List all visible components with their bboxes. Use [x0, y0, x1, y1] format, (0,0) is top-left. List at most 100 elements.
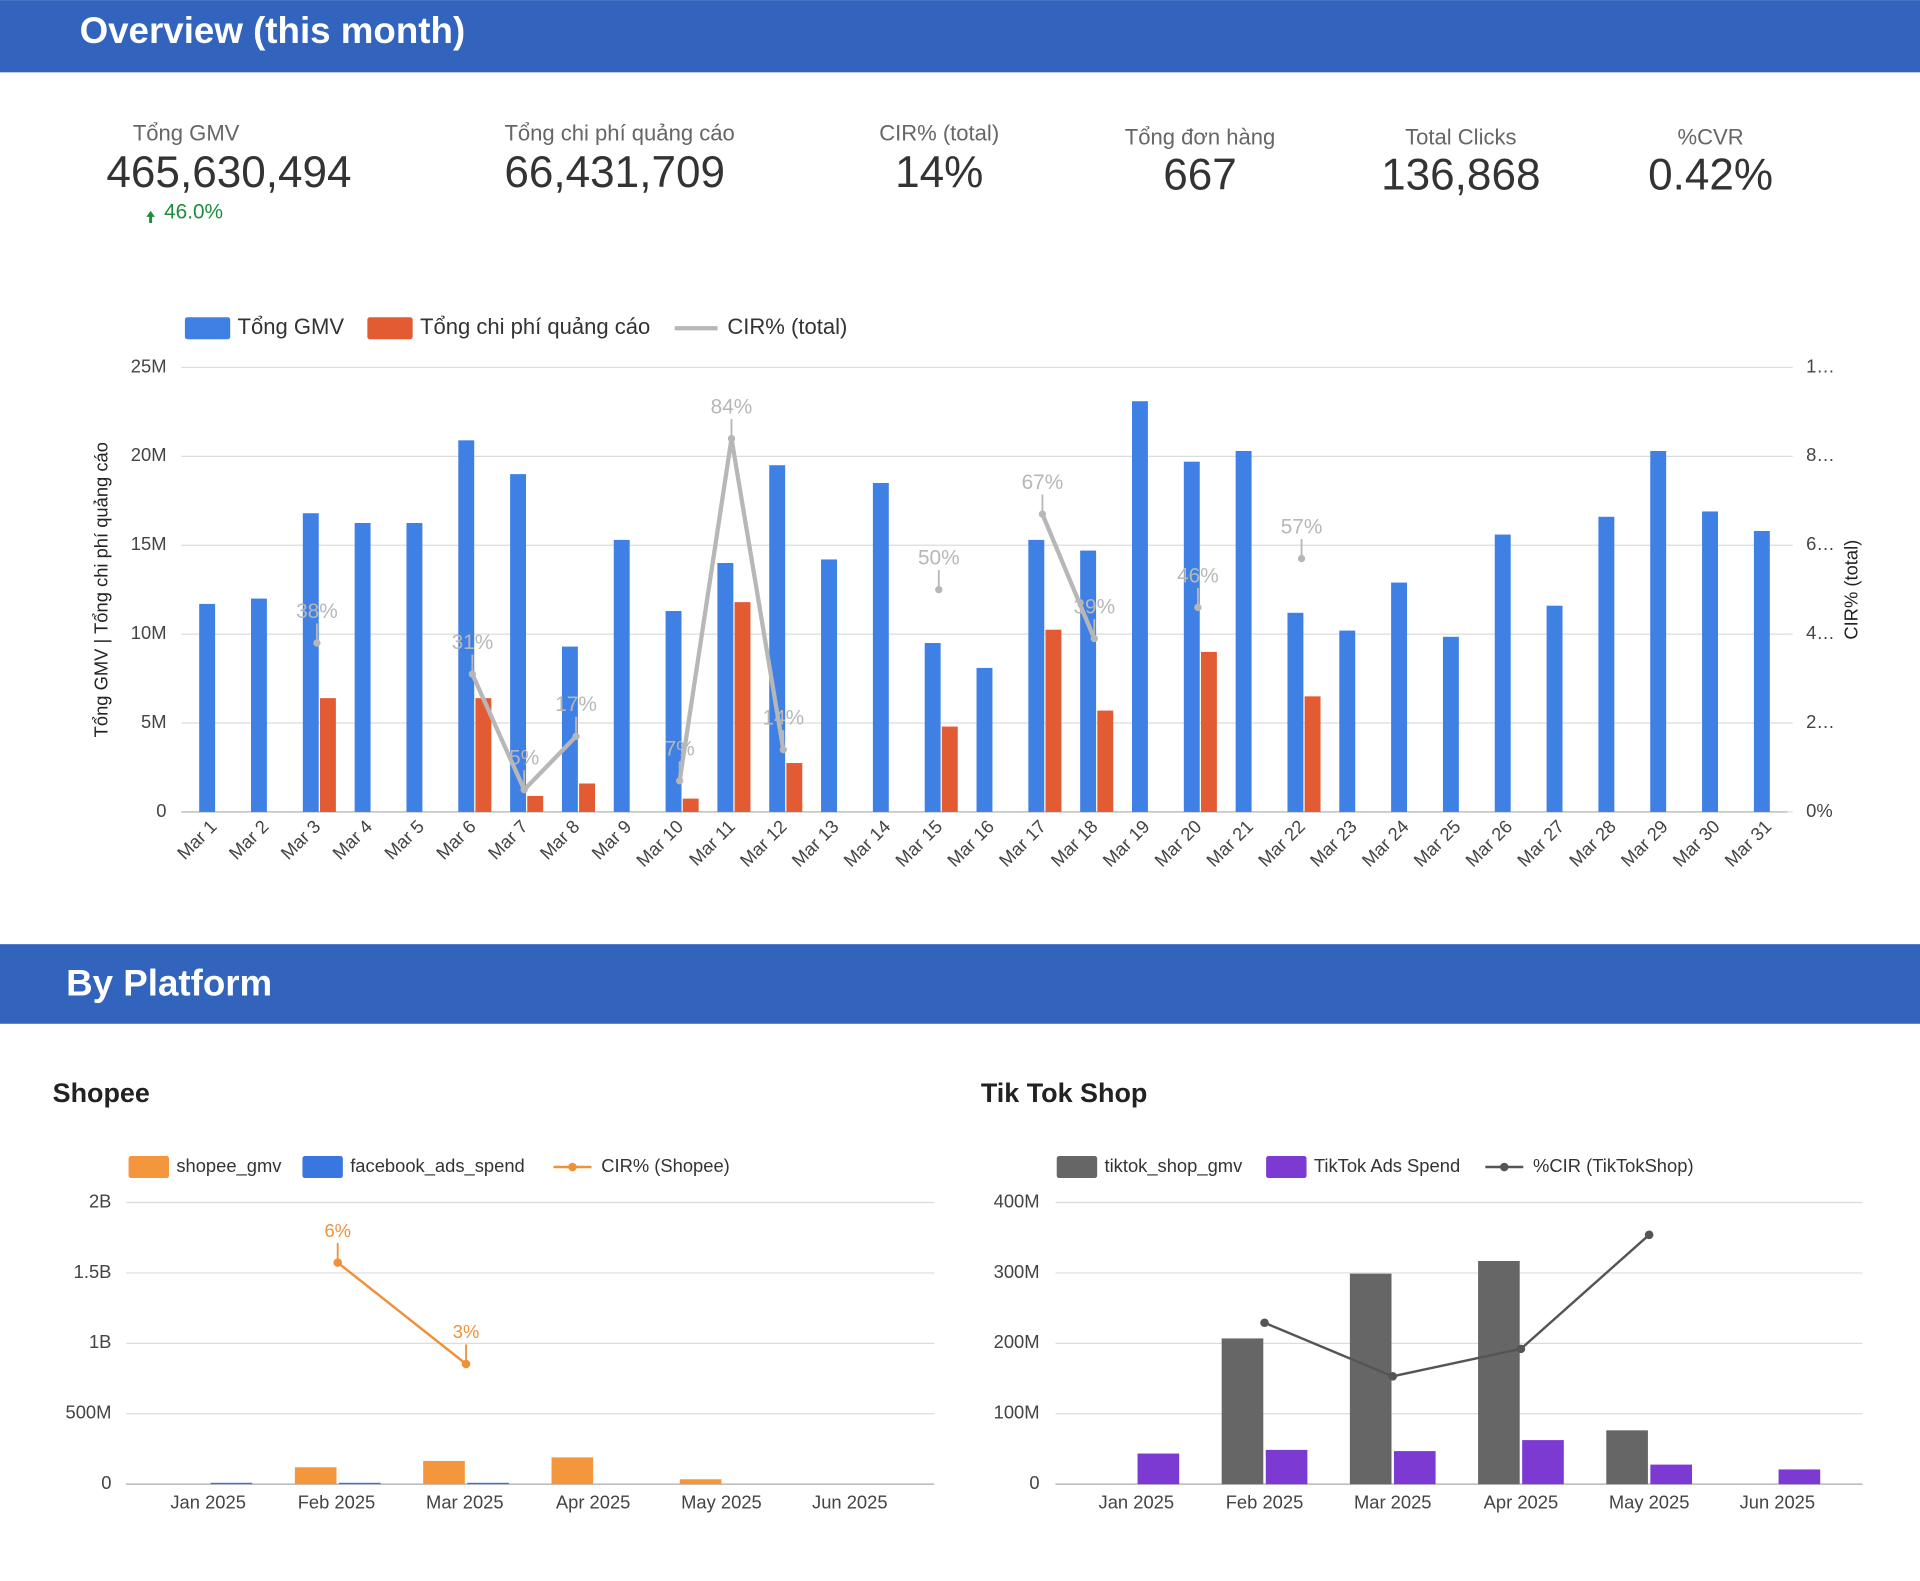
bar [510, 474, 527, 812]
bar [1235, 451, 1252, 812]
bar [1598, 516, 1615, 812]
bar [319, 698, 336, 812]
x-tick-label: Mar 28 [1565, 816, 1620, 871]
legend-label: Tổng GMV [238, 314, 345, 339]
y-tick-label: 100M [994, 1402, 1040, 1423]
x-tick-label: Jan 2025 [1099, 1492, 1175, 1513]
bar [406, 523, 423, 812]
bar [338, 1482, 381, 1485]
y-tick-label: 2B [89, 1190, 111, 1211]
bar [1391, 582, 1408, 812]
kpi-value: 66,431,709 [504, 148, 725, 197]
x-tick-label: Mar 31 [1720, 816, 1775, 871]
bar [1097, 710, 1114, 812]
bar [423, 1460, 465, 1485]
x-tick-label: Jan 2025 [170, 1492, 246, 1513]
bar [1200, 651, 1217, 812]
x-tick-label: Apr 2025 [1484, 1492, 1559, 1513]
bar [579, 783, 596, 812]
legend-label: shopee_gmv [176, 1155, 282, 1177]
y-tick-label: 400M [994, 1190, 1040, 1211]
data-label: 67% [1022, 471, 1064, 494]
point [1260, 1318, 1269, 1328]
data-label: 38% [296, 600, 338, 623]
bar [294, 1467, 337, 1485]
bar [1339, 630, 1356, 812]
data-label: 39% [1073, 595, 1115, 618]
y-tick-label: 15M [131, 533, 167, 554]
bar [734, 602, 751, 812]
y2-tick-label: 0% [1806, 800, 1833, 821]
bar [924, 643, 941, 812]
x-tick-label: Mar 30 [1668, 816, 1723, 871]
bar [1183, 461, 1200, 812]
point [1644, 1230, 1654, 1240]
legend-marker [568, 1162, 577, 1172]
kpi-value: 136,868 [1381, 150, 1540, 199]
bar [613, 539, 630, 812]
y2-tick-label: 8… [1806, 444, 1835, 465]
bar [1546, 605, 1563, 812]
y-axis-title: Tổng GMV | Tổng chi phí quảng cáo [91, 442, 112, 737]
bar [467, 1482, 509, 1485]
bar [1221, 1338, 1264, 1485]
y-tick-label: 200M [994, 1331, 1040, 1352]
x-tick-label: Mar 2 [225, 816, 273, 864]
chart-title: Shopee [53, 1078, 150, 1108]
x-tick-label: Mar 23 [1306, 816, 1361, 871]
y2-tick-label: 4… [1806, 622, 1835, 643]
section-title: By Platform [66, 963, 272, 1004]
bar [354, 523, 371, 812]
data-label: 6% [324, 1220, 351, 1241]
x-tick-label: Mar 10 [632, 816, 687, 871]
x-tick-label: Mar 24 [1357, 816, 1412, 871]
x-tick-label: Mar 27 [1513, 816, 1568, 871]
kpi-value: 667 [1163, 150, 1237, 199]
y2-tick-label: 2… [1806, 711, 1835, 732]
x-tick-label: Mar 1 [173, 816, 221, 864]
bar [1753, 531, 1770, 812]
x-tick-label: Jun 2025 [1740, 1492, 1816, 1513]
y-tick-label: 1.5B [74, 1261, 112, 1282]
bar [821, 559, 837, 812]
bar [1045, 629, 1062, 812]
kpi-value: 0.42% [1648, 150, 1773, 199]
data-label: 14% [763, 707, 805, 730]
x-tick-label: Mar 29 [1617, 816, 1672, 871]
x-tick-label: Mar 15 [891, 816, 946, 871]
x-tick-label: Feb 2025 [298, 1492, 376, 1513]
y-tick-label: 500M [65, 1402, 111, 1423]
x-tick-label: Mar 4 [328, 816, 376, 864]
y-tick-label: 25M [131, 355, 167, 376]
legend-swatch [367, 317, 413, 340]
bar [1778, 1469, 1821, 1485]
bar [1137, 1453, 1180, 1485]
bar [1028, 539, 1045, 812]
header-band [0, 944, 1920, 1024]
y-tick-label: 0 [101, 1472, 111, 1493]
y-tick-label: 20M [131, 444, 167, 465]
x-tick-label: Mar 2025 [1354, 1492, 1432, 1513]
legend-swatch [128, 1156, 169, 1179]
x-tick-label: Mar 3 [276, 816, 324, 864]
x-tick-label: Mar 5 [380, 816, 428, 864]
bar [941, 726, 958, 812]
line [1264, 1233, 1650, 1378]
bar [1132, 401, 1148, 812]
bar [1522, 1440, 1564, 1485]
line [336, 1261, 467, 1365]
bar [210, 1482, 253, 1485]
bar [527, 795, 544, 812]
x-tick-label: Mar 13 [787, 816, 842, 871]
point [1516, 1344, 1526, 1354]
y-tick-label: 300M [994, 1261, 1040, 1282]
kpi-label: Tổng đơn hàng [1125, 124, 1275, 149]
bar [682, 798, 699, 812]
kpi-value: 465,630,494 [106, 148, 351, 197]
x-tick-label: Mar 26 [1461, 816, 1516, 871]
bar [199, 603, 216, 812]
x-tick-label: May 2025 [1609, 1492, 1690, 1513]
x-tick-label: Feb 2025 [1226, 1492, 1304, 1513]
kpi-delta: 46.0% [164, 201, 223, 224]
